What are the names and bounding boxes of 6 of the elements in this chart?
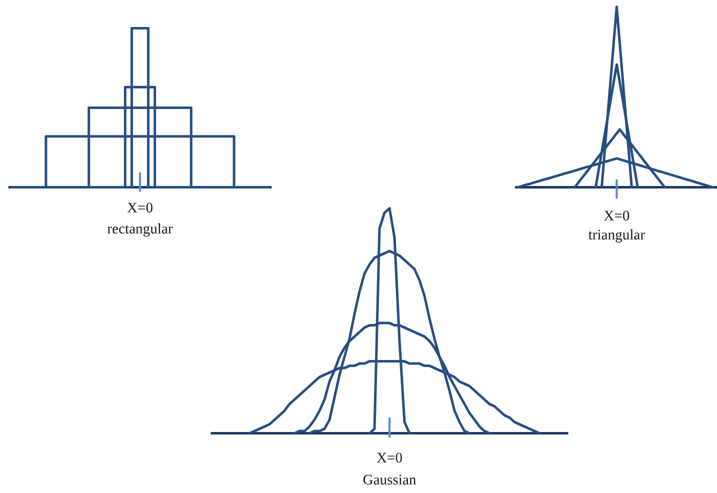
x-axis-title: rectangular (108, 223, 173, 237)
text: X=0 (604, 210, 630, 221)
text: X=0 (127, 202, 152, 213)
text: X=0 (376, 452, 402, 463)
x-axis-title: triangular (588, 229, 645, 243)
x-axis-title: Gaussian (363, 474, 416, 485)
